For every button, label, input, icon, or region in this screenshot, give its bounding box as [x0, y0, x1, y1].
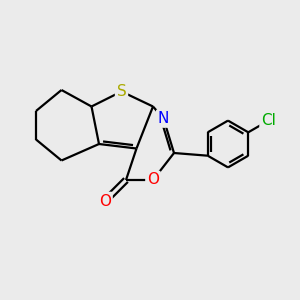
Text: O: O — [147, 172, 159, 188]
Text: Cl: Cl — [261, 113, 276, 128]
Text: S: S — [117, 84, 126, 99]
Text: N: N — [158, 111, 169, 126]
Text: O: O — [99, 194, 111, 208]
